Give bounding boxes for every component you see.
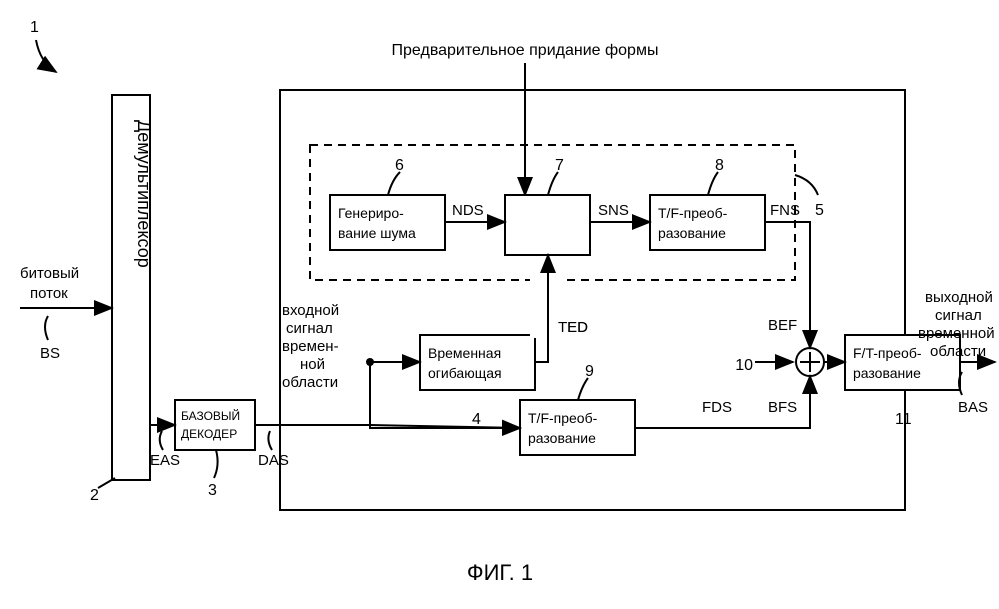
nds-label: NDS [452,202,484,219]
diagram-id: 1 [30,19,39,36]
noise-gen-l1: Генериро- [338,205,404,221]
fds-label: FDS [702,399,732,416]
bfs-label: BFS [768,399,797,416]
basedec-l2: ДЕКОДЕР [181,427,237,441]
noise-gen-leader [388,172,400,195]
in-l1: битовый [20,265,79,282]
preshape-block [505,195,590,255]
basedec-l1: БАЗОВЫЙ [181,408,240,423]
ft-l2: разование [853,365,921,381]
dashed-id: 5 [815,202,824,219]
tf1-l1: T/F-преоб- [658,205,728,221]
tf1-l2: разование [658,225,726,241]
envelope-block [420,335,535,390]
env-id: 4 [472,411,481,428]
demux-label: Демультиплексор [134,120,154,268]
env-l1: Временная [428,345,501,361]
eas-label: EAS [150,452,180,469]
basedec-id: 3 [208,482,217,499]
tf2-id: 9 [585,363,594,380]
adder-id: 10 [735,357,753,374]
title-label: Предварительное придание формы [392,42,659,59]
bs-leader [45,316,48,340]
tf1-leader [708,172,718,195]
noise-gen-l2: вание шума [338,225,416,241]
tf2-l1: T/F-преоб- [528,410,598,426]
ted-label2: TED [558,319,588,336]
figure-label: ФИГ. 1 [467,560,533,585]
ft-l1: F/T-преоб- [853,345,922,361]
in-l2: поток [30,285,68,302]
noise-gen-block [330,195,445,250]
demux-id-leader [98,478,115,488]
noise-gen-id: 6 [395,157,404,174]
diagram-id-pointer [36,40,56,72]
out-l2: сигнал [935,307,982,324]
env-l2: огибающая [428,365,502,381]
tf1-id: 8 [715,157,724,174]
ft-id: 11 [895,411,912,428]
out-l3: временной [918,325,995,342]
tf2-l2: разование [528,430,596,446]
tf2-leader [578,378,588,400]
sns-label: SNS [598,202,629,219]
tdin-l2: сигнал [286,320,333,337]
preshape-leader [548,172,558,195]
fns-label: FNS [770,202,800,219]
das-label: DAS [258,452,289,469]
tdin-l1: входной [282,302,339,319]
demux-id: 2 [90,487,99,504]
das-leader [268,431,272,450]
tdin-l3: времен- [282,338,339,355]
basedec-leader [214,450,218,478]
tdin-l5: области [282,374,338,391]
tf1-block [650,195,765,250]
tdin-l4: ной [300,356,325,373]
bef-label: BEF [768,317,797,334]
dashed-id-leader [795,175,818,195]
basedec-block [175,400,255,450]
eas-leader [160,431,163,450]
out-l1: выходной [925,289,993,306]
bs-label: BS [40,345,60,362]
tf2-block [520,400,635,455]
out-l4: области [930,343,986,360]
bas-label: BAS [958,399,988,416]
preshape-id: 7 [555,157,564,174]
